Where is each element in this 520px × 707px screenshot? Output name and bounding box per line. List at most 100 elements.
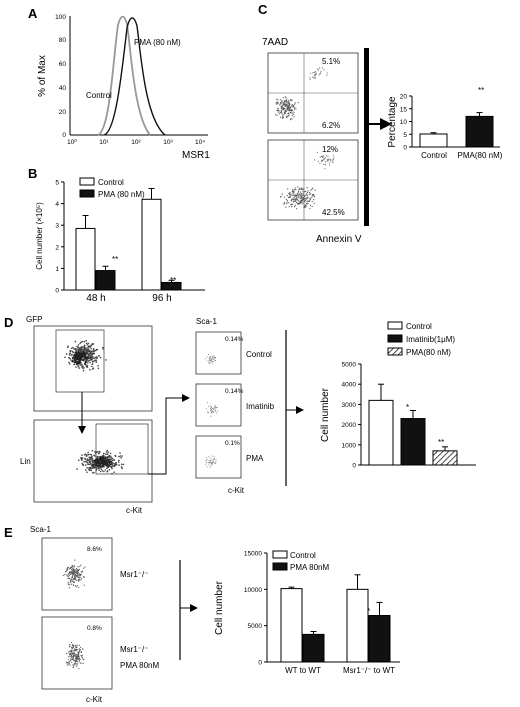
facs-event-dot (309, 207, 311, 209)
facs-event-dot (92, 367, 95, 370)
facs-event-dot (86, 454, 88, 456)
facs-event-dot (76, 576, 78, 578)
facs-event-dot (281, 100, 283, 102)
facs-event-dot (291, 190, 293, 192)
facs-event-dot (68, 575, 70, 577)
facs-event-dot (207, 461, 209, 463)
facs-event-dot (76, 658, 78, 660)
facs-event-dot (303, 194, 305, 196)
chartC-ytick-label: 5 (403, 132, 407, 139)
panel-c-significance: ** (478, 86, 484, 95)
facs-event-dot (78, 651, 80, 654)
facs-event-dot (65, 353, 68, 355)
facs-event-dot (89, 356, 91, 358)
facs-event-dot (86, 458, 89, 460)
facs-event-dot (294, 102, 296, 104)
facs-event-dot (213, 355, 215, 357)
facs-event-dot (206, 459, 208, 460)
facs-event-dot (77, 566, 79, 568)
facs-event-dot (76, 468, 78, 470)
facs-event-dot (78, 577, 80, 579)
facs-event-dot (84, 469, 87, 471)
facs-event-dot (71, 356, 74, 359)
facs-event-dot (98, 467, 101, 470)
facs-event-dot (210, 409, 212, 411)
facs-event-dot (285, 198, 288, 200)
facs-event-dot (288, 192, 290, 195)
panel-d-small-label: Imatinib (246, 402, 275, 411)
facs-event-dot (291, 114, 293, 116)
chartB-ytick-label: 5 (55, 180, 59, 187)
facs-event-dot (105, 453, 107, 455)
panel-d-ylabel: Cell number (320, 387, 331, 442)
panel-d-small-events (204, 354, 218, 468)
facs-event-dot (206, 466, 208, 468)
facs-event-dot (69, 653, 71, 655)
facs-event-dot (89, 368, 91, 371)
panel-b-legend-control: Control (98, 178, 124, 187)
facs-event-dot (75, 661, 77, 663)
facs-event-dot (304, 196, 306, 198)
facs-event-dot (210, 457, 212, 459)
facs-event-dot (326, 158, 328, 160)
facs-event-dot (83, 567, 85, 569)
facs-event-dot (91, 465, 93, 468)
facs-event-dot (91, 353, 94, 356)
facs-event-dot (90, 356, 93, 359)
facs-event-dot (279, 103, 281, 105)
facs-event-dot (288, 202, 290, 204)
facs-event-dot (309, 198, 311, 200)
facs-event-dot (326, 160, 328, 162)
facs-event-dot (77, 575, 79, 577)
facs-event-dot (320, 72, 322, 74)
panel-e-plot2-sub: PMA 80nM (120, 661, 159, 670)
facs-event-dot (283, 97, 285, 99)
facs-event-dot (300, 191, 302, 193)
panel-d-small-plot-pma (195, 435, 242, 479)
facs-event-dot (287, 102, 289, 104)
facs-event-dot (95, 469, 98, 471)
facs-event-dot (81, 340, 84, 343)
facs-event-dot (70, 573, 72, 575)
facs-event-dot (74, 664, 76, 666)
panel-d-small-plot-control (195, 331, 242, 375)
facs-event-dot (98, 469, 100, 471)
facs-event-dot (293, 113, 295, 115)
facs-event-dot (277, 108, 279, 110)
facs-event-dot (323, 163, 325, 165)
facs-event-dot (281, 104, 283, 106)
facs-event-dot (313, 195, 316, 198)
facs-event-dot (68, 574, 70, 577)
facs-event-dot (81, 457, 84, 459)
facs-event-dot (75, 347, 77, 350)
facs-event-dot (103, 461, 105, 464)
facs-event-dot (206, 457, 208, 459)
facs-event-dot (88, 469, 91, 472)
facs-event-dot (214, 359, 216, 361)
facs-event-dot (275, 114, 277, 116)
facs-event-dot (293, 195, 295, 197)
facs-event-dot (86, 365, 89, 367)
facs-event-dot (70, 579, 72, 581)
facs-event-dot (284, 104, 286, 106)
facs-event-dot (76, 654, 78, 656)
facs-event-dot (332, 158, 334, 161)
chartC-category-label: PMA(80 nM) (458, 151, 503, 160)
panel-d-small-pct: 0.14% (225, 388, 244, 395)
facs-event-dot (102, 452, 105, 455)
facs-event-dot (323, 158, 325, 160)
panel-d-gfp-label: GFP (26, 315, 42, 324)
facs-event-dot (211, 460, 213, 462)
facs-event-dot (81, 356, 83, 359)
facs-event-dot (291, 104, 294, 106)
facs-event-dot (293, 201, 295, 203)
panel-d-gate (95, 423, 149, 475)
facs-event-dot (75, 353, 78, 356)
facs-event-dot (276, 101, 278, 103)
facs-event-dot (211, 358, 213, 360)
facs-event-dot (97, 464, 99, 467)
panel-c-7aad-label: 7AAD (262, 37, 288, 48)
facs-event-dot (302, 190, 304, 192)
facs-event-dot (295, 189, 297, 191)
facs-event-dot (109, 452, 112, 455)
